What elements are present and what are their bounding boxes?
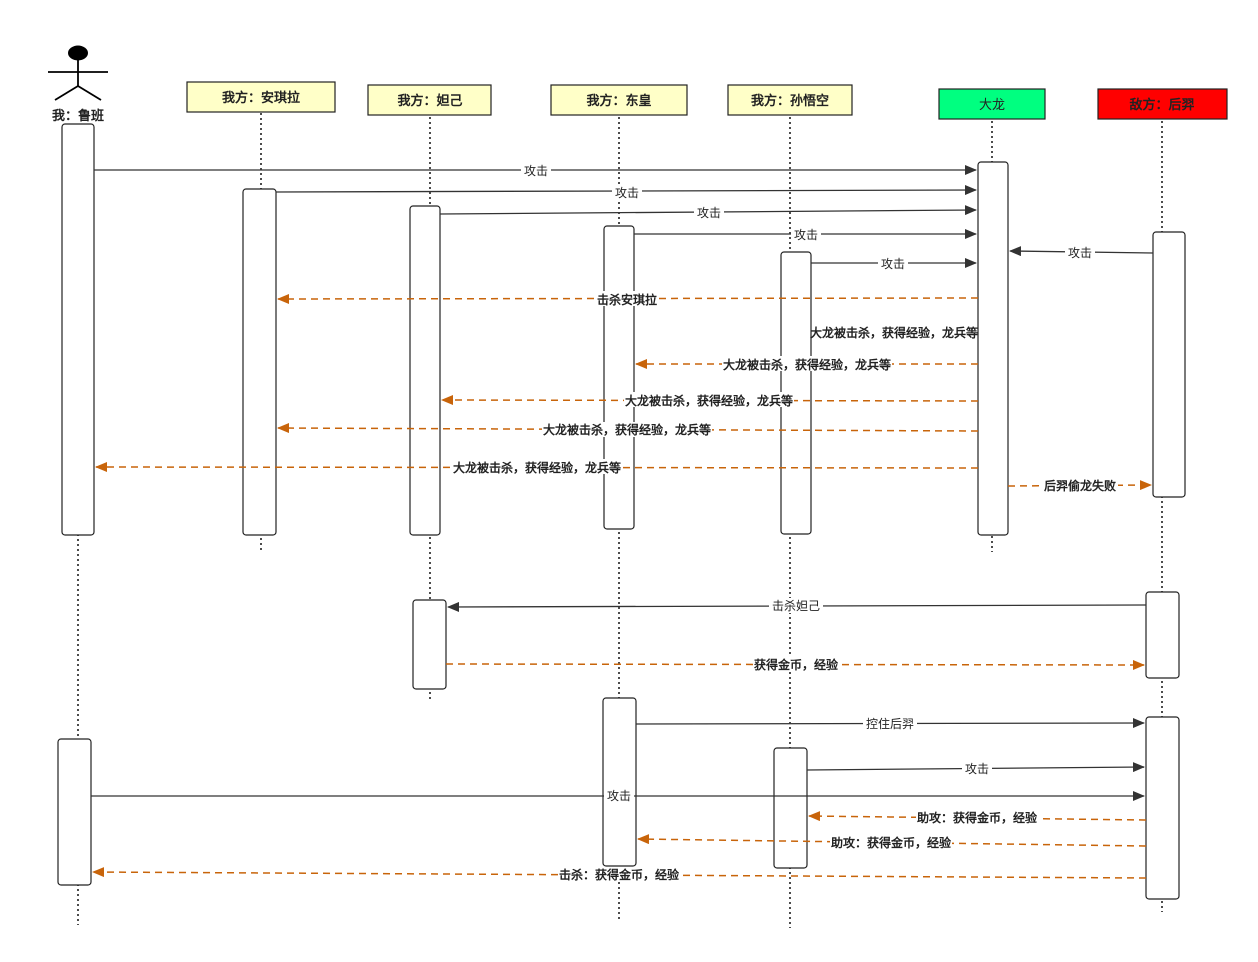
message-label-17: 攻击 [965, 762, 989, 776]
activation-houyi-1 [1152, 231, 1186, 498]
message-label-2: 攻击 [615, 186, 639, 200]
message-label-18: 攻击 [607, 789, 631, 803]
message-label-5: 攻击 [881, 257, 905, 271]
actor-label-houyi: 敌方：后羿 [1129, 97, 1194, 113]
activation-me-2 [57, 738, 92, 886]
message-label-7: 击杀安琪拉 [597, 292, 657, 307]
activation-daji-1 [409, 205, 441, 536]
message-label-21: 击杀：获得金币，经验 [559, 867, 680, 882]
activation-angela [242, 188, 277, 536]
actor-label-wukong: 我方：孙悟空 [751, 93, 829, 109]
message-label-13: 后羿偷龙失败 [1044, 478, 1116, 493]
message-label-8: 大龙被击杀，获得经验，龙兵等 [810, 325, 978, 340]
actor-label-angela: 我方：安琪拉 [222, 90, 300, 106]
message-label-16: 控住后羿 [866, 717, 914, 731]
activation-houyi-3 [1145, 716, 1180, 900]
header-box-daji [367, 84, 492, 116]
activation-donghuang-2 [602, 697, 637, 867]
header-box-dragon [938, 88, 1046, 120]
message-label-1: 攻击 [524, 164, 548, 178]
activation-donghuang-1 [603, 225, 635, 530]
message-label-4: 攻击 [794, 228, 818, 242]
message-label-3: 攻击 [697, 206, 721, 220]
actor-label-me: 我：鲁班 [52, 108, 104, 124]
activation-me-1 [61, 123, 95, 536]
actor-label-donghuang: 我方：东皇 [586, 93, 651, 109]
message-label-9: 大龙被击杀，获得经验，龙兵等 [723, 357, 891, 372]
actor-label-dragon: 大龙 [979, 98, 1005, 113]
message-label-19: 助攻：获得金币，经验 [917, 810, 1038, 825]
message-label-6: 攻击 [1068, 246, 1092, 260]
message-label-12: 大龙被击杀，获得经验，龙兵等 [453, 460, 621, 475]
message-arrow-12 [95, 462, 979, 473]
header-box-donghuang [550, 84, 688, 116]
message-arrow-21 [92, 867, 1147, 879]
stick-figure-icon [48, 45, 108, 101]
message-label-11: 大龙被击杀，获得经验，龙兵等 [543, 422, 711, 437]
header-box-wukong [727, 84, 853, 116]
message-label-10: 大龙被击杀，获得经验，龙兵等 [625, 393, 793, 408]
message-label-15: 获得金币，经验 [753, 657, 839, 672]
activation-dragon [977, 161, 1009, 536]
activation-daji-2 [412, 599, 447, 690]
header-box-houyi [1097, 88, 1228, 120]
header-box-angela [186, 81, 336, 113]
message-label-14: 击杀妲己 [772, 598, 820, 613]
message-label-20: 助攻：获得金币，经验 [831, 835, 952, 850]
actor-label-daji: 我方：妲己 [397, 93, 462, 109]
activation-wukong-2 [773, 747, 808, 869]
activation-houyi-2 [1145, 591, 1180, 679]
